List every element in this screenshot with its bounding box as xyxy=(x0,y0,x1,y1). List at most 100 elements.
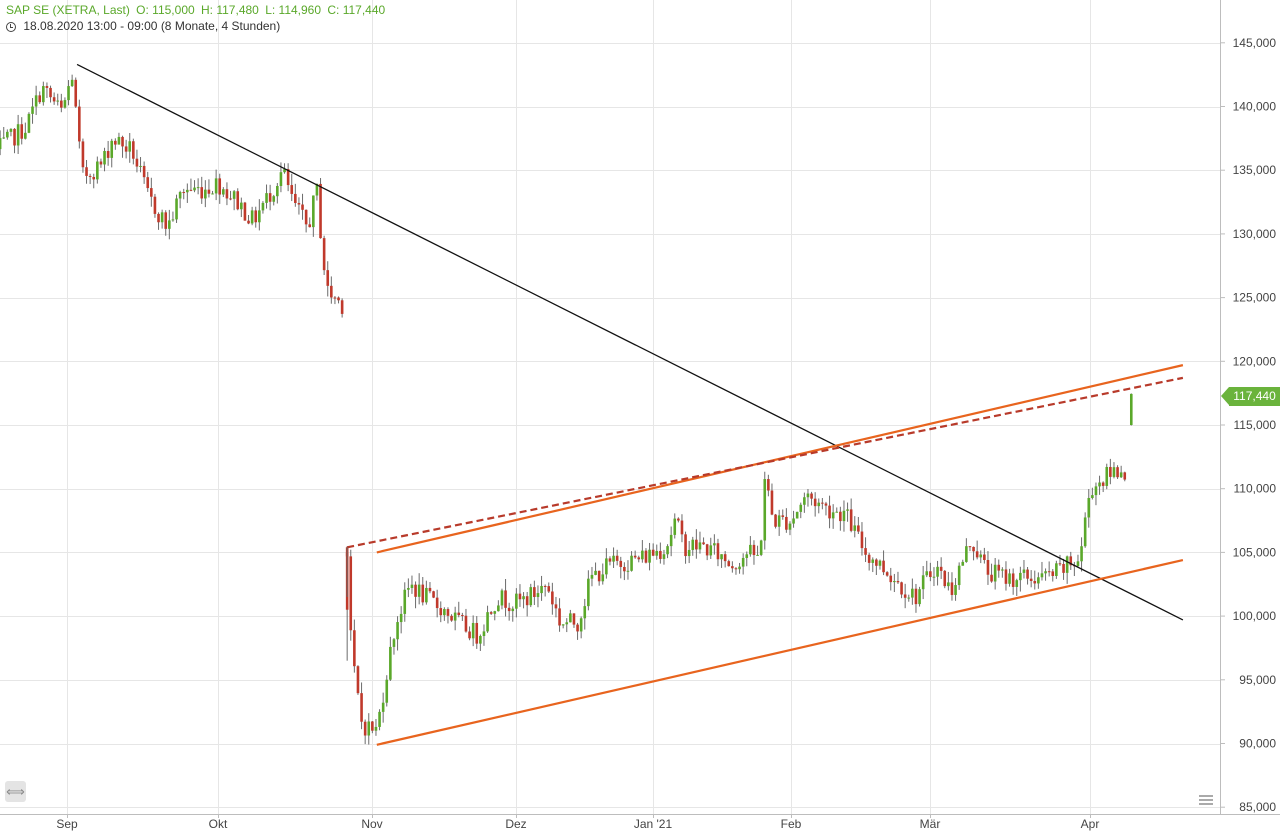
candle-body xyxy=(990,574,993,582)
candle-body xyxy=(182,192,186,194)
double-arrow-icon[interactable]: ⟺ xyxy=(5,781,26,802)
candle-body xyxy=(1004,569,1008,584)
candle-body xyxy=(637,557,641,560)
candle-body xyxy=(301,204,304,210)
candle-body xyxy=(121,136,124,147)
candle-body xyxy=(479,636,482,644)
menu-lines-icon[interactable] xyxy=(1199,795,1213,807)
candle-body xyxy=(522,596,525,600)
candle-body xyxy=(1008,573,1011,584)
x-tick-label: Sep xyxy=(56,817,78,831)
candle-body xyxy=(1033,580,1037,584)
candle-body xyxy=(218,178,222,195)
candle-body xyxy=(168,220,171,229)
candle-body xyxy=(312,195,315,228)
y-tick-label: 110,000 xyxy=(1234,482,1277,496)
candle-body xyxy=(691,539,695,550)
candle-body xyxy=(716,543,720,560)
candle-body xyxy=(9,128,13,132)
candle-body xyxy=(918,589,921,605)
candle-body xyxy=(16,124,20,146)
last-price-badge: 117,440 xyxy=(1221,387,1280,406)
candle-body xyxy=(236,191,240,210)
candle-body xyxy=(204,189,207,199)
candle-body xyxy=(371,721,374,731)
candle-body xyxy=(128,141,132,152)
candle-body xyxy=(146,177,150,189)
candle-body xyxy=(932,576,936,578)
candle-body xyxy=(795,511,799,519)
candle-body xyxy=(669,534,673,547)
candle-body xyxy=(337,297,340,301)
candle-body xyxy=(297,203,301,205)
candle-body xyxy=(286,169,290,186)
y-tick-label: 105,000 xyxy=(1233,545,1277,559)
candle-body xyxy=(903,594,907,598)
candle-body xyxy=(828,505,831,519)
candle-body xyxy=(651,549,655,556)
candle-body xyxy=(500,590,504,606)
candle-body xyxy=(175,198,178,220)
y-tick-label: 130,000 xyxy=(1233,227,1277,241)
candle-body xyxy=(450,615,453,621)
candle-body xyxy=(200,187,204,199)
y-tick-label: 115,000 xyxy=(1234,418,1277,432)
candle-body xyxy=(243,202,247,221)
candle-body xyxy=(684,534,687,557)
candle-body xyxy=(475,622,479,644)
candle-body xyxy=(78,106,81,142)
candle-body xyxy=(525,596,529,606)
candle-body xyxy=(189,189,193,191)
candle-body xyxy=(842,510,846,522)
candle-body xyxy=(1055,563,1058,576)
candle-body xyxy=(551,591,554,605)
candle-body xyxy=(1029,578,1033,581)
candle-body xyxy=(677,518,680,521)
candle-body xyxy=(612,555,615,562)
candle-body xyxy=(587,578,590,607)
candle-body xyxy=(254,210,258,223)
candle-body xyxy=(1116,467,1119,478)
candle-body xyxy=(705,544,709,556)
period-label: 18.08.2020 13:00 - 09:00 xyxy=(23,19,158,33)
candle-body xyxy=(824,503,828,506)
candle-body xyxy=(294,193,297,204)
candle-body xyxy=(504,590,507,608)
candle-body xyxy=(975,551,979,558)
candle-body xyxy=(871,559,875,563)
candle-body xyxy=(601,574,605,582)
candle-body xyxy=(1119,472,1123,478)
candle-body xyxy=(547,586,551,592)
candle-body xyxy=(24,132,27,139)
candle-body xyxy=(139,165,142,167)
candle-body xyxy=(594,570,597,575)
candle-body xyxy=(1109,466,1112,477)
candle-body xyxy=(214,178,218,194)
y-tick-label: 135,000 xyxy=(1233,163,1277,177)
candle-body xyxy=(308,224,312,228)
candle-body xyxy=(734,568,738,570)
candle-body xyxy=(752,544,756,556)
candle-body xyxy=(124,146,128,152)
candle-body xyxy=(641,550,644,560)
candle-body xyxy=(268,193,272,202)
candle-body xyxy=(439,608,443,616)
open-value: O: 115,000 xyxy=(136,3,195,17)
candle-body xyxy=(482,631,486,637)
candle-body xyxy=(723,554,727,562)
candle-body xyxy=(749,544,752,555)
candle-body xyxy=(385,679,389,703)
candle-body xyxy=(247,220,250,224)
candle-body xyxy=(276,185,279,197)
candle-body xyxy=(925,571,929,576)
candle-body xyxy=(623,566,626,572)
candle-body xyxy=(186,189,189,193)
symbol-label: SAP SE (XETRA, Last) xyxy=(6,3,130,17)
candle-body xyxy=(340,300,344,314)
candle-body xyxy=(648,549,651,563)
candle-body xyxy=(1129,393,1133,425)
candle-body xyxy=(961,561,965,566)
y-tick-label: 90,000 xyxy=(1239,737,1276,751)
candle-body xyxy=(781,515,785,517)
